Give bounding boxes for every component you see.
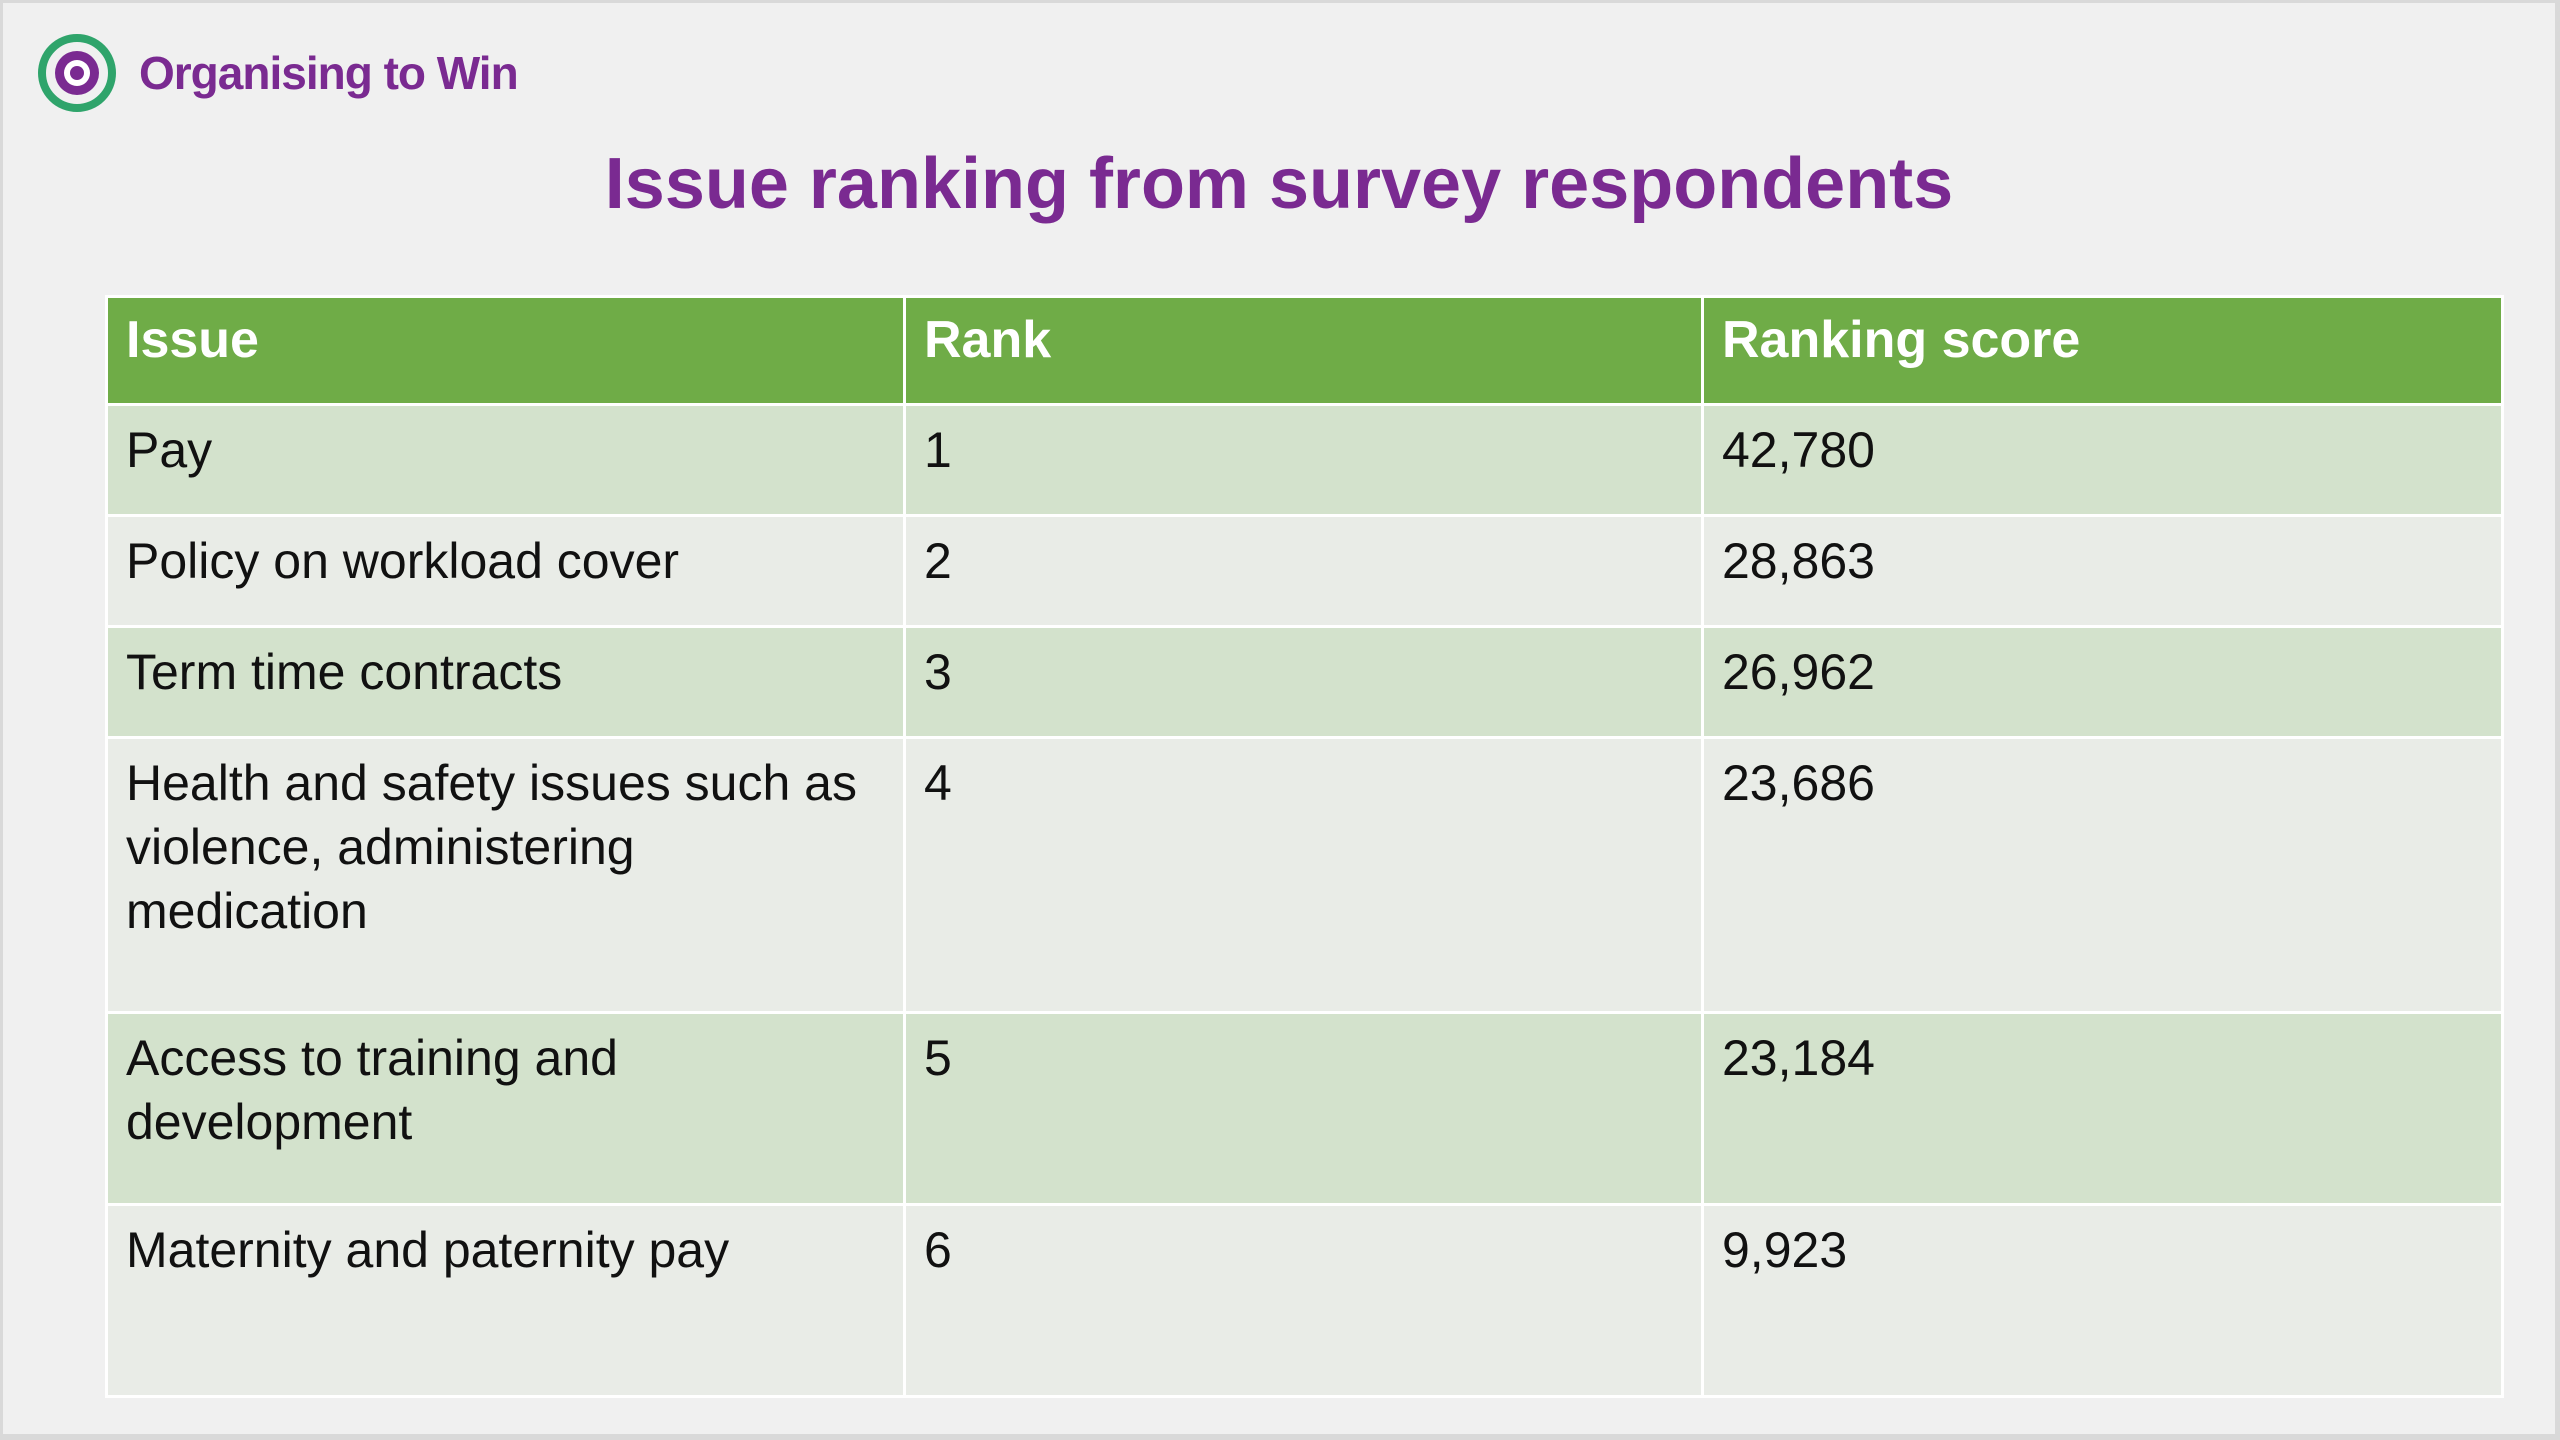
rank-cell: 6 <box>903 1203 1704 1398</box>
score-cell: 42,780 <box>1701 403 2504 517</box>
issue-cell: Access to training and development <box>105 1011 906 1206</box>
rank-cell: 2 <box>903 514 1704 628</box>
rank-cell: 3 <box>903 625 1704 739</box>
rank-cell: 5 <box>903 1011 1704 1206</box>
issue-cell: Term time contracts <box>105 625 906 739</box>
slide: Organising to Win Issue ranking from sur… <box>3 3 2555 1434</box>
table-row: Access to training and development 5 23,… <box>105 1011 2504 1206</box>
rank-cell: 1 <box>903 403 1704 517</box>
brand-logo: Organising to Win <box>37 33 519 113</box>
column-header-ranking-score: Ranking score <box>1701 295 2504 406</box>
slide-title: Issue ranking from survey respondents <box>604 144 1954 224</box>
table-row: Term time contracts 3 26,962 <box>105 625 2504 739</box>
issue-cell: Policy on workload cover <box>105 514 906 628</box>
column-header-issue: Issue <box>105 295 906 406</box>
score-cell: 28,863 <box>1701 514 2504 628</box>
issue-cell: Maternity and paternity pay <box>105 1203 906 1398</box>
table-row: Pay 1 42,780 <box>105 403 2504 517</box>
table-row: Maternity and paternity pay 6 9,923 <box>105 1203 2504 1398</box>
target-logo-icon <box>38 34 116 112</box>
score-cell: 23,686 <box>1701 736 2504 1014</box>
column-header-rank: Rank <box>903 295 1704 406</box>
issue-ranking-table: Issue Rank Ranking score Pay 1 42,780 Po… <box>105 295 2504 1398</box>
brand-name: Organising to Win <box>139 47 519 99</box>
issue-cell: Pay <box>105 403 906 517</box>
table-row: Policy on workload cover 2 28,863 <box>105 514 2504 628</box>
score-cell: 26,962 <box>1701 625 2504 739</box>
rank-cell: 4 <box>903 736 1704 1014</box>
table-header-row: Issue Rank Ranking score <box>105 295 2504 406</box>
score-cell: 9,923 <box>1701 1203 2504 1398</box>
issue-cell: Health and safety issues such as violenc… <box>105 736 906 1014</box>
table-row: Health and safety issues such as violenc… <box>105 736 2504 1014</box>
score-cell: 23,184 <box>1701 1011 2504 1206</box>
